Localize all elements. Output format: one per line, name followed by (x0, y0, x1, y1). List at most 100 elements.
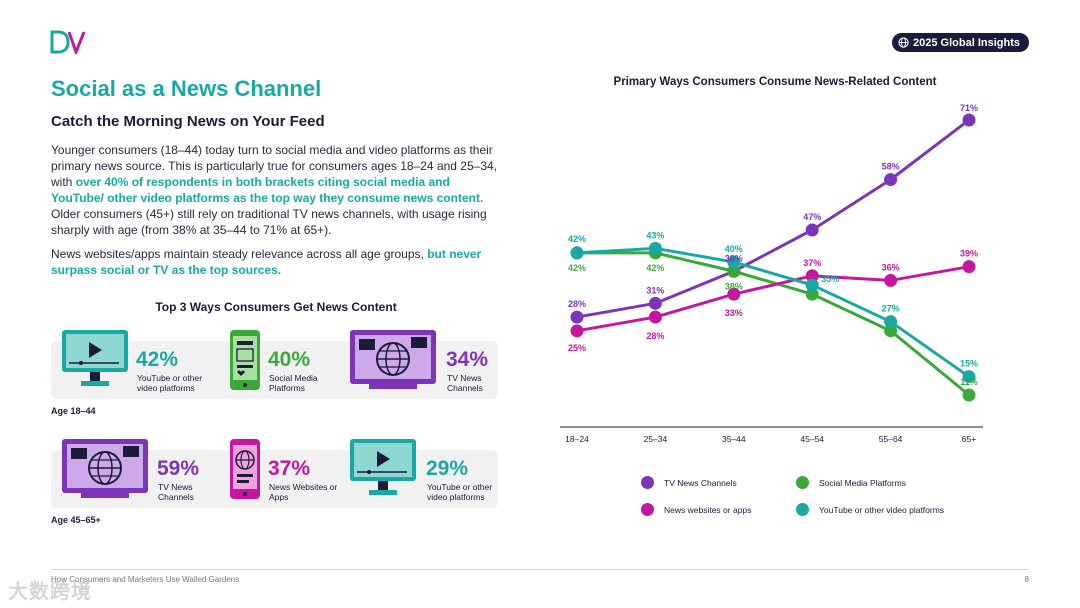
page-title: Social as a News Channel (51, 76, 322, 101)
pct-tv-45-65: 59% (157, 457, 200, 480)
data-label: 43% (646, 230, 664, 240)
data-label: 37% (803, 258, 821, 268)
data-point (884, 273, 898, 287)
legend-dot-web (641, 503, 654, 516)
data-label: 38% (725, 281, 743, 291)
data-label: 27% (882, 304, 900, 314)
age-label-18-44: Age 18–44 (51, 406, 96, 416)
data-label: 42% (646, 263, 664, 273)
x-tick-label: 65+ (962, 434, 976, 444)
label-youtube-45-65: YouTube or other video platforms (427, 482, 493, 502)
legend-dot-tv (641, 476, 654, 489)
data-label: 33% (725, 308, 743, 318)
intro-highlight: over 40% of respondents in both brackets… (51, 175, 484, 205)
chart-title: Primary Ways Consumers Consume News-Rela… (613, 76, 937, 88)
data-label: 28% (646, 331, 664, 341)
legend-item-tv: TV News Channels (641, 476, 737, 489)
tv-globe-icon (62, 439, 148, 498)
data-label: 39% (960, 249, 978, 259)
page-subtitle: Catch the Morning News on Your Feed (51, 113, 325, 130)
data-point (962, 113, 976, 127)
data-point (884, 324, 898, 338)
data-point (648, 296, 662, 310)
data-point (962, 260, 976, 274)
pct-tv-18-44: 34% (446, 348, 489, 371)
smartphone-globe-icon (230, 439, 260, 499)
data-point (805, 223, 819, 237)
data-point (805, 278, 819, 292)
intro-paragraph: Younger consumers (18–44) today turn to … (51, 142, 501, 238)
globe-icon (898, 37, 909, 48)
page-number: 8 (1024, 575, 1029, 584)
intro-text-a: Younger consumers (18–44) today turn to … (51, 143, 497, 189)
series-line (577, 251, 970, 397)
data-label: 36% (882, 262, 900, 272)
line-chart: 18–24 25–34 35–44 45–54 55–64 65+ 28% 31% 38% 47%… (560, 103, 983, 444)
data-label: 15% (960, 359, 978, 369)
data-label: 28% (568, 299, 586, 309)
data-label: 38% (725, 253, 743, 263)
series-line (576, 246, 970, 378)
data-label: 47% (803, 212, 821, 222)
watermark: 大数跨境 (8, 581, 92, 603)
data-point (648, 241, 662, 255)
legend-label-social: Social Media Platforms (819, 477, 906, 488)
pct-youtube-18-44: 42% (136, 348, 179, 371)
label-youtube-18-44: YouTube or other video platforms (137, 373, 203, 393)
footer-divider (51, 569, 1029, 570)
pct-youtube-45-65: 29% (426, 457, 469, 480)
data-point (570, 310, 584, 324)
pct-websites-45-65: 37% (268, 457, 311, 480)
data-point (648, 310, 662, 324)
top3-row-18-44: 42% YouTube or other video platforms 40%… (51, 330, 498, 399)
data-label: 35% (821, 274, 839, 284)
data-point (805, 269, 819, 283)
x-tick-label: 55–64 (879, 434, 903, 444)
data-point (962, 388, 976, 402)
label-tv-18-44: TV News Channels (447, 373, 483, 393)
video-player-icon (62, 330, 128, 386)
websites-paragraph: News websites/apps maintain steady relev… (51, 246, 501, 278)
x-tick-label: 45–54 (800, 434, 824, 444)
data-point (727, 264, 741, 278)
dv-logo (50, 30, 86, 54)
data-point (962, 370, 976, 384)
legend-dot-social (796, 476, 809, 489)
legend-item-web: News websites or apps (641, 503, 751, 516)
websites-text: News websites/apps maintain steady relev… (51, 247, 428, 261)
data-label: 11% (960, 377, 978, 387)
legend-label-youtube: YouTube or other video platforms (819, 504, 945, 515)
legend-dot-youtube (796, 503, 809, 516)
x-tick-label: 18–24 (565, 434, 589, 444)
global-insights-badge: 2025 Global Insights (892, 33, 1029, 52)
x-tick-label: 25–34 (644, 434, 668, 444)
data-label: 42% (568, 263, 586, 273)
data-point (570, 324, 584, 338)
data-label: 42% (568, 234, 586, 244)
smartphone-social-icon (230, 330, 260, 390)
series-line (576, 265, 970, 333)
data-label: 58% (882, 162, 900, 172)
data-point (805, 287, 819, 301)
tv-globe-icon (350, 330, 436, 389)
data-point (884, 315, 898, 329)
data-point (727, 287, 741, 301)
series-line (576, 118, 970, 319)
data-label: 31% (646, 285, 664, 295)
legend-item-social: Social Media Platforms (796, 476, 906, 489)
label-websites-45-65: News Websites or Apps (269, 482, 338, 502)
legend-label-tv: TV News Channels (664, 477, 737, 488)
x-tick-label: 35–44 (722, 434, 746, 444)
video-player-icon (350, 439, 416, 495)
data-label: 40% (725, 244, 743, 254)
data-point (570, 246, 584, 260)
data-point (727, 255, 741, 269)
legend-item-youtube: YouTube or other video platforms (796, 503, 944, 516)
pct-social-18-44: 40% (268, 348, 311, 371)
top3-heading: Top 3 Ways Consumers Get News Content (155, 300, 397, 314)
data-label: 25% (568, 343, 586, 353)
label-tv-45-65: TV News Channels (158, 482, 194, 502)
websites-highlight: but never surpass social or TV as the to… (51, 247, 482, 277)
top3-row-45-65: 59% TV News Channels 37% News Websites o… (51, 439, 498, 508)
data-label: 71% (960, 103, 978, 113)
